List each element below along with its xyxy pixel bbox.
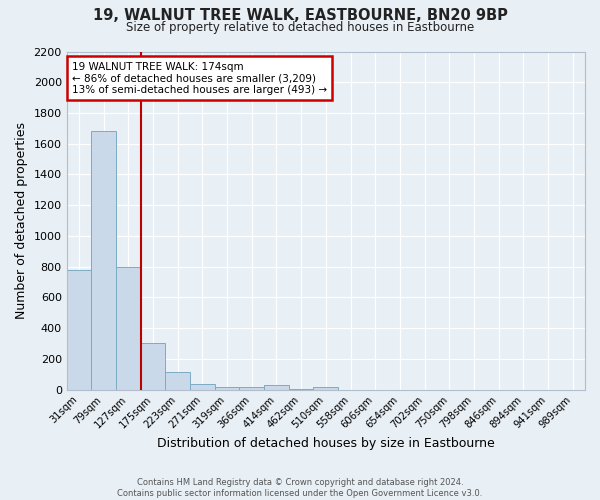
X-axis label: Distribution of detached houses by size in Eastbourne: Distribution of detached houses by size … <box>157 437 495 450</box>
Bar <box>313 386 338 390</box>
Text: 19 WALNUT TREE WALK: 174sqm
← 86% of detached houses are smaller (3,209)
13% of : 19 WALNUT TREE WALK: 174sqm ← 86% of det… <box>72 62 327 95</box>
Text: Contains HM Land Registry data © Crown copyright and database right 2024.
Contai: Contains HM Land Registry data © Crown c… <box>118 478 482 498</box>
Bar <box>239 388 264 390</box>
Bar <box>166 372 190 390</box>
Bar <box>215 386 239 390</box>
Bar <box>190 384 215 390</box>
Text: 19, WALNUT TREE WALK, EASTBOURNE, BN20 9BP: 19, WALNUT TREE WALK, EASTBOURNE, BN20 9… <box>92 8 508 22</box>
Bar <box>91 132 116 390</box>
Bar <box>141 344 166 390</box>
Bar <box>264 386 289 390</box>
Y-axis label: Number of detached properties: Number of detached properties <box>15 122 28 319</box>
Bar <box>116 266 141 390</box>
Bar <box>67 270 91 390</box>
Text: Size of property relative to detached houses in Eastbourne: Size of property relative to detached ho… <box>126 21 474 34</box>
